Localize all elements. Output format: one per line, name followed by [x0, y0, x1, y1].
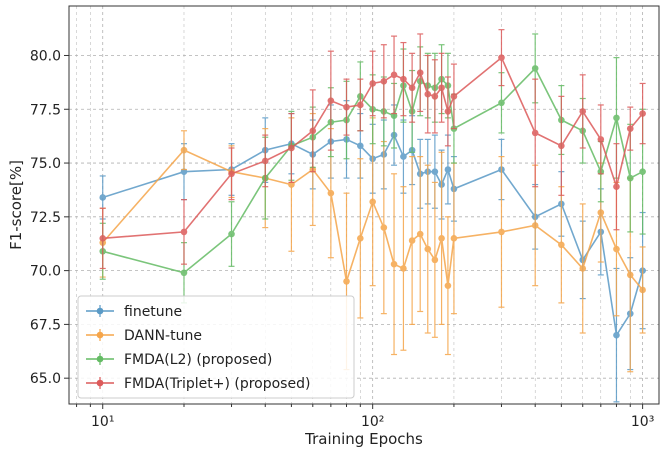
- data-point: [369, 198, 376, 206]
- legend-item: finetune: [86, 304, 182, 320]
- legend-label: DANN-tune: [124, 328, 202, 344]
- data-point: [558, 241, 565, 249]
- data-point: [438, 84, 445, 92]
- data-point: [613, 331, 620, 339]
- data-point: [531, 222, 539, 229]
- data-point: [408, 237, 416, 244]
- data-point: [639, 168, 646, 175]
- series-layer: [99, 29, 646, 403]
- data-point: [450, 235, 458, 242]
- data-point: [558, 142, 565, 150]
- data-point: [99, 235, 107, 242]
- y-tick-label: 70.0: [30, 264, 61, 280]
- data-point: [613, 183, 620, 191]
- data-point: [261, 157, 269, 165]
- data-point: [380, 224, 388, 231]
- legend-swatch-marker: [96, 331, 104, 339]
- y-tick-label: 80.0: [30, 48, 61, 64]
- y-axis-label: F1-score[%]: [7, 160, 25, 250]
- data-point: [597, 209, 605, 216]
- y-tick-label: 67.5: [30, 317, 61, 333]
- data-point: [228, 170, 235, 178]
- data-point: [327, 97, 335, 104]
- tick-layer: 65.0 67.5 70.0 72.5 75.0 77.5 80.0 10¹ 10² 10³: [30, 48, 655, 430]
- data-point: [380, 77, 388, 85]
- y-tick-label: 77.5: [30, 102, 61, 118]
- data-point: [438, 235, 445, 242]
- data-point: [431, 168, 439, 175]
- data-point: [309, 127, 317, 135]
- data-point: [400, 265, 407, 272]
- y-tick-label: 72.5: [30, 210, 61, 226]
- data-point: [498, 54, 505, 61]
- data-point: [228, 230, 235, 238]
- legend-item: FMDA(Triplet+) (proposed): [86, 376, 310, 392]
- data-point: [357, 235, 364, 242]
- data-point: [180, 146, 188, 154]
- data-point: [444, 166, 452, 173]
- data-point: [498, 99, 505, 107]
- data-point: [180, 228, 188, 236]
- data-point: [180, 269, 188, 277]
- data-point: [424, 90, 432, 98]
- data-point: [390, 260, 398, 268]
- data-point: [408, 84, 416, 92]
- data-point: [400, 75, 407, 83]
- x-tick-label: 10²: [361, 414, 384, 430]
- legend-item: DANN-tune: [86, 328, 202, 344]
- data-point: [357, 142, 364, 150]
- x-tick-label: 10¹: [91, 414, 114, 430]
- data-point: [579, 108, 587, 115]
- legend: finetune DANN-tune FMDA(L2) (proposed) FMDA…: [77, 295, 355, 399]
- legend-label: FMDA(L2) (proposed): [124, 352, 272, 368]
- data-point: [357, 101, 364, 109]
- data-point: [450, 93, 458, 100]
- legend-label: FMDA(Triplet+) (proposed): [124, 376, 310, 392]
- data-point: [99, 194, 107, 201]
- legend-swatch-marker: [96, 379, 104, 387]
- data-point: [613, 245, 620, 253]
- series-line: [102, 149, 644, 291]
- data-point: [597, 136, 605, 143]
- series-3: [99, 29, 646, 270]
- legend-label: finetune: [124, 304, 182, 320]
- series-line: [102, 56, 644, 240]
- data-point: [416, 230, 424, 238]
- legend-box: [77, 295, 355, 399]
- x-tick-label: 10³: [631, 414, 654, 430]
- y-tick-label: 75.0: [30, 156, 61, 172]
- data-point: [444, 108, 452, 115]
- series-line: [102, 67, 643, 274]
- data-point: [343, 278, 350, 285]
- data-point: [626, 271, 634, 279]
- data-point: [531, 65, 539, 72]
- data-point: [400, 153, 407, 160]
- data-point: [613, 114, 620, 122]
- data-point: [639, 286, 646, 294]
- data-point: [444, 282, 452, 289]
- data-point: [626, 125, 634, 132]
- legend-swatch-marker: [96, 307, 104, 315]
- data-point: [498, 228, 505, 236]
- data-point: [390, 71, 398, 79]
- data-point: [639, 110, 646, 117]
- data-point: [431, 256, 439, 264]
- legend-item: FMDA(L2) (proposed): [86, 352, 272, 368]
- data-point: [626, 174, 634, 182]
- data-point: [431, 93, 439, 100]
- data-point: [369, 80, 376, 87]
- data-point: [327, 189, 335, 197]
- y-tick-label: 65.0: [30, 371, 61, 387]
- x-axis-label: Training Epochs: [304, 430, 423, 448]
- data-point: [416, 69, 424, 76]
- data-point: [579, 265, 587, 272]
- data-point: [288, 144, 295, 152]
- legend-swatch-marker: [96, 355, 104, 363]
- data-point: [531, 129, 539, 137]
- plot-frame: [68, 5, 660, 405]
- series-line: [102, 133, 644, 338]
- data-point: [424, 245, 432, 253]
- data-point: [343, 103, 350, 111]
